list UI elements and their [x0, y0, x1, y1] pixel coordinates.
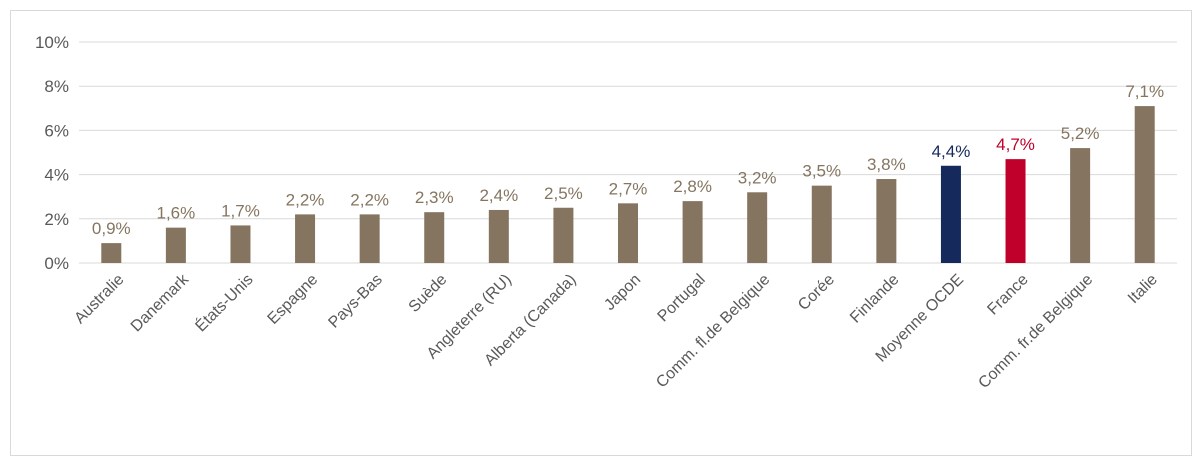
x-tick-label: Espagne — [265, 271, 322, 328]
x-tick-label: Japon — [601, 271, 644, 314]
data-label: 0,9% — [92, 219, 131, 238]
chart-frame: 0% 2% 4% 6% 8% 10% 0,9% 1,6% 1,7% 2,2% 2,2% 2,3% 2,… — [10, 10, 1192, 456]
data-label: 7,1% — [1125, 82, 1164, 101]
data-label: 2,5% — [544, 184, 583, 203]
data-label: 2,3% — [415, 188, 454, 207]
data-label: 2,8% — [673, 177, 712, 196]
y-tick-label: 4% — [44, 166, 69, 185]
data-label: 3,5% — [802, 162, 841, 181]
bar — [488, 209, 509, 263]
bar — [165, 227, 186, 263]
bar — [230, 225, 251, 263]
x-tick-label: Comm. fr.de Belgique — [975, 271, 1096, 392]
data-label: 2,7% — [609, 179, 648, 198]
data-label: 1,6% — [157, 204, 196, 223]
x-tick-label: Portugal — [655, 271, 709, 325]
bar — [747, 192, 768, 263]
x-tick-label: Finlande — [847, 271, 902, 326]
bar — [553, 207, 574, 263]
y-axis-ticks: 0% 2% 4% 6% 8% 10% — [35, 33, 69, 273]
x-tick-label: France — [984, 271, 1031, 318]
x-tick-label: Australie — [71, 271, 127, 327]
bar — [1134, 106, 1155, 263]
y-tick-label: 10% — [35, 33, 69, 52]
data-label: 5,2% — [1061, 124, 1100, 143]
data-label: 3,2% — [738, 168, 777, 187]
data-label: 1,7% — [221, 201, 260, 220]
x-tick-label: États-Unis — [191, 270, 257, 336]
x-axis-ticks: Australie Danemark États-Unis Espagne Pays-B… — [71, 270, 1161, 392]
x-tick-label: Corée — [795, 271, 838, 314]
data-label: 3,8% — [867, 155, 906, 174]
gridlines — [79, 41, 1177, 264]
bar — [876, 179, 897, 263]
bar — [359, 214, 380, 263]
x-tick-label: Pays-Bas — [325, 271, 385, 331]
bars — [101, 106, 1155, 263]
x-tick-label: Danemark — [128, 270, 193, 335]
x-tick-label: Suède — [406, 271, 451, 316]
bar — [618, 203, 638, 263]
y-tick-label: 8% — [44, 77, 69, 96]
bar — [424, 212, 445, 263]
bar — [1070, 148, 1091, 263]
bar — [101, 243, 122, 263]
data-label: 4,7% — [996, 135, 1035, 154]
y-tick-label: 2% — [44, 210, 69, 229]
bar — [682, 201, 703, 263]
x-tick-label: Italie — [1125, 271, 1161, 307]
data-label: 2,4% — [479, 186, 518, 205]
data-labels: 0,9% 1,6% 1,7% 2,2% 2,2% 2,3% 2,4% 2,5% 2,7% 2,8%… — [92, 82, 1164, 238]
y-tick-label: 6% — [44, 121, 69, 140]
bar — [940, 165, 961, 263]
data-label: 2,2% — [350, 190, 389, 209]
bar-chart: 0% 2% 4% 6% 8% 10% 0,9% 1,6% 1,7% 2,2% 2,2% 2,3% 2,… — [35, 33, 1177, 392]
bar — [1005, 159, 1026, 263]
bar — [811, 185, 832, 263]
y-tick-label: 0% — [44, 254, 69, 273]
x-tick-label: Comm. fl.de Belgique — [653, 271, 773, 391]
data-label: 2,2% — [286, 190, 325, 209]
bar — [295, 214, 316, 263]
data-label: 4,4% — [932, 142, 971, 161]
